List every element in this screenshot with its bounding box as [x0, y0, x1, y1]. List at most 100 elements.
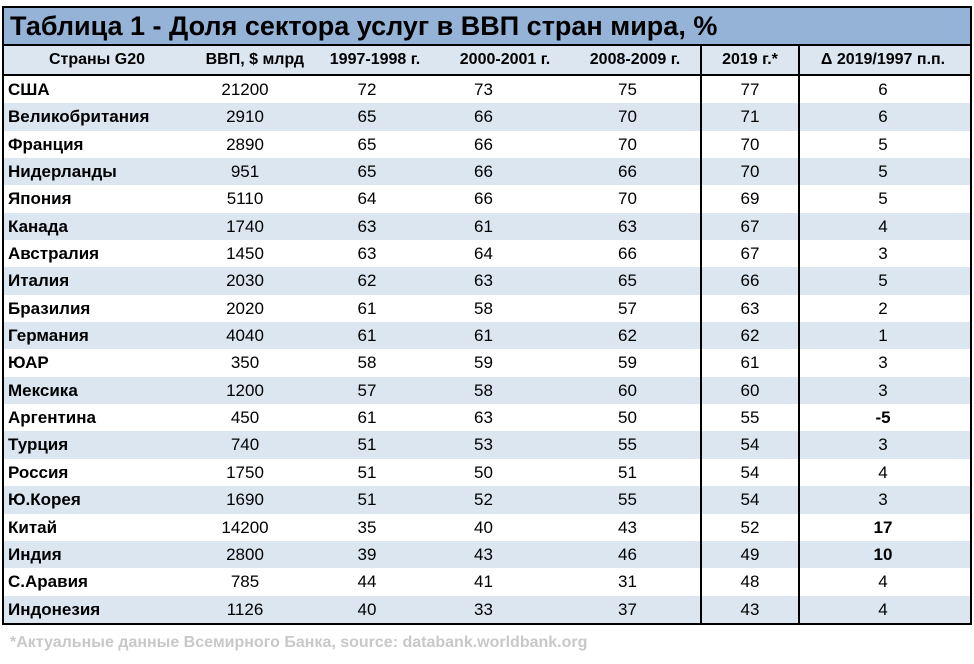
- share-2000-cell[interactable]: 61: [474, 326, 493, 346]
- share-2019-cell[interactable]: 67: [700, 240, 800, 268]
- share-2019-cell[interactable]: 43: [700, 595, 800, 623]
- country-cell[interactable]: США: [8, 80, 50, 99]
- country-cell[interactable]: С.Аравия: [8, 572, 88, 592]
- country-cell[interactable]: Аргентина: [8, 408, 96, 428]
- share-2008-cell[interactable]: 75: [618, 80, 637, 99]
- share-2000-cell[interactable]: 63: [474, 408, 493, 428]
- delta-cell[interactable]: 4: [878, 599, 888, 619]
- delta-cell[interactable]: 4: [878, 572, 888, 592]
- share-2000-cell[interactable]: 53: [474, 435, 493, 455]
- gdp-cell[interactable]: 450: [230, 408, 260, 428]
- share-2008-cell[interactable]: 55: [618, 435, 637, 455]
- share-2019-cell[interactable]: 63: [700, 294, 800, 323]
- share-2008-cell[interactable]: 70: [618, 107, 637, 127]
- share-2000-cell[interactable]: 43: [474, 544, 493, 564]
- gdp-cell[interactable]: 951: [230, 162, 260, 182]
- delta-cell[interactable]: 3: [878, 490, 888, 510]
- share-2019-cell[interactable]: 70: [700, 158, 800, 186]
- gdp-cell[interactable]: 1200: [226, 380, 264, 400]
- share-1997-cell[interactable]: 44: [357, 572, 377, 592]
- share-2019-cell[interactable]: 55: [700, 404, 800, 432]
- delta-cell[interactable]: 5: [878, 134, 888, 154]
- share-2019-cell[interactable]: 54: [700, 431, 800, 459]
- delta-cell[interactable]: 3: [878, 435, 888, 455]
- share-2000-cell[interactable]: 50: [474, 462, 493, 482]
- country-cell[interactable]: Россия: [8, 462, 69, 482]
- share-2000-cell[interactable]: 59: [474, 353, 493, 373]
- gdp-cell[interactable]: 21200: [221, 80, 269, 99]
- share-1997-cell[interactable]: 65: [357, 134, 377, 154]
- share-2019-cell[interactable]: 48: [700, 568, 800, 596]
- delta-cell[interactable]: 6: [878, 80, 888, 99]
- delta-cell[interactable]: 3: [878, 244, 888, 264]
- share-2008-cell[interactable]: 66: [618, 162, 637, 182]
- gdp-cell[interactable]: 1740: [226, 216, 264, 236]
- share-1997-cell[interactable]: 65: [357, 107, 377, 127]
- gdp-cell[interactable]: 2910: [226, 107, 264, 127]
- share-2008-cell[interactable]: 50: [618, 408, 637, 428]
- share-2019-cell[interactable]: 62: [700, 322, 800, 350]
- share-2000-cell[interactable]: 41: [474, 572, 493, 592]
- gdp-cell[interactable]: 1450: [226, 244, 264, 264]
- delta-cell[interactable]: 2: [878, 298, 888, 318]
- share-1997-cell[interactable]: 35: [357, 517, 377, 537]
- share-1997-cell[interactable]: 61: [357, 408, 377, 428]
- share-1997-cell[interactable]: 63: [357, 216, 377, 236]
- share-2000-cell[interactable]: 33: [474, 599, 493, 619]
- delta-cell[interactable]: 1: [878, 326, 888, 346]
- share-2008-cell[interactable]: 57: [618, 298, 637, 318]
- share-2019-cell[interactable]: 66: [700, 267, 800, 295]
- gdp-cell[interactable]: 350: [230, 353, 260, 373]
- share-2000-cell[interactable]: 61: [474, 216, 493, 236]
- share-2008-cell[interactable]: 51: [618, 462, 637, 482]
- share-2000-cell[interactable]: 66: [474, 162, 493, 182]
- gdp-cell[interactable]: 1690: [226, 490, 264, 510]
- country-cell[interactable]: ЮАР: [8, 353, 49, 373]
- gdp-cell[interactable]: 2030: [226, 271, 264, 291]
- share-1997-cell[interactable]: 72: [357, 80, 377, 99]
- share-2008-cell[interactable]: 70: [618, 134, 637, 154]
- delta-cell[interactable]: 6: [878, 107, 888, 127]
- gdp-cell[interactable]: 785: [230, 572, 260, 592]
- country-cell[interactable]: Турция: [8, 435, 69, 455]
- country-cell[interactable]: Канада: [8, 216, 69, 236]
- share-1997-cell[interactable]: 64: [357, 189, 377, 209]
- share-2019-cell[interactable]: 70: [700, 130, 800, 159]
- share-2000-cell[interactable]: 58: [474, 380, 493, 400]
- delta-cell[interactable]: 3: [878, 353, 888, 373]
- share-1997-cell[interactable]: 40: [357, 599, 377, 619]
- gdp-cell[interactable]: 4040: [226, 326, 264, 346]
- delta-cell[interactable]: 5: [878, 271, 888, 291]
- delta-cell[interactable]: 5: [878, 162, 888, 182]
- share-2000-cell[interactable]: 66: [474, 189, 493, 209]
- gdp-cell[interactable]: 14200: [221, 517, 269, 537]
- share-2008-cell[interactable]: 31: [618, 572, 637, 592]
- gdp-cell[interactable]: 2020: [226, 298, 264, 318]
- share-2019-cell[interactable]: 71: [700, 103, 800, 131]
- share-2000-cell[interactable]: 66: [474, 107, 493, 127]
- share-2008-cell[interactable]: 63: [618, 216, 637, 236]
- share-2019-cell[interactable]: 61: [700, 349, 800, 377]
- share-2019-cell[interactable]: 52: [700, 513, 800, 541]
- share-1997-cell[interactable]: 57: [357, 380, 377, 400]
- share-1997-cell[interactable]: 65: [357, 162, 377, 182]
- share-2008-cell[interactable]: 55: [618, 490, 637, 510]
- share-2000-cell[interactable]: 52: [474, 490, 493, 510]
- share-2000-cell[interactable]: 64: [474, 244, 493, 264]
- country-cell[interactable]: Индия: [8, 544, 62, 564]
- country-cell[interactable]: Ю.Корея: [8, 490, 81, 510]
- share-1997-cell[interactable]: 51: [357, 490, 377, 510]
- share-2000-cell[interactable]: 66: [474, 134, 493, 154]
- share-1997-cell[interactable]: 51: [357, 462, 377, 482]
- gdp-cell[interactable]: 2800: [226, 544, 264, 564]
- gdp-cell[interactable]: 740: [230, 435, 260, 455]
- share-1997-cell[interactable]: 63: [357, 244, 377, 264]
- share-2019-cell[interactable]: 67: [700, 212, 800, 241]
- delta-cell[interactable]: 17: [873, 517, 893, 537]
- gdp-cell[interactable]: 1750: [226, 462, 264, 482]
- gdp-cell[interactable]: 5110: [226, 189, 264, 209]
- share-1997-cell[interactable]: 39: [357, 544, 377, 564]
- share-2000-cell[interactable]: 63: [474, 271, 493, 291]
- country-cell[interactable]: Япония: [8, 189, 72, 209]
- share-2008-cell[interactable]: 43: [618, 517, 637, 537]
